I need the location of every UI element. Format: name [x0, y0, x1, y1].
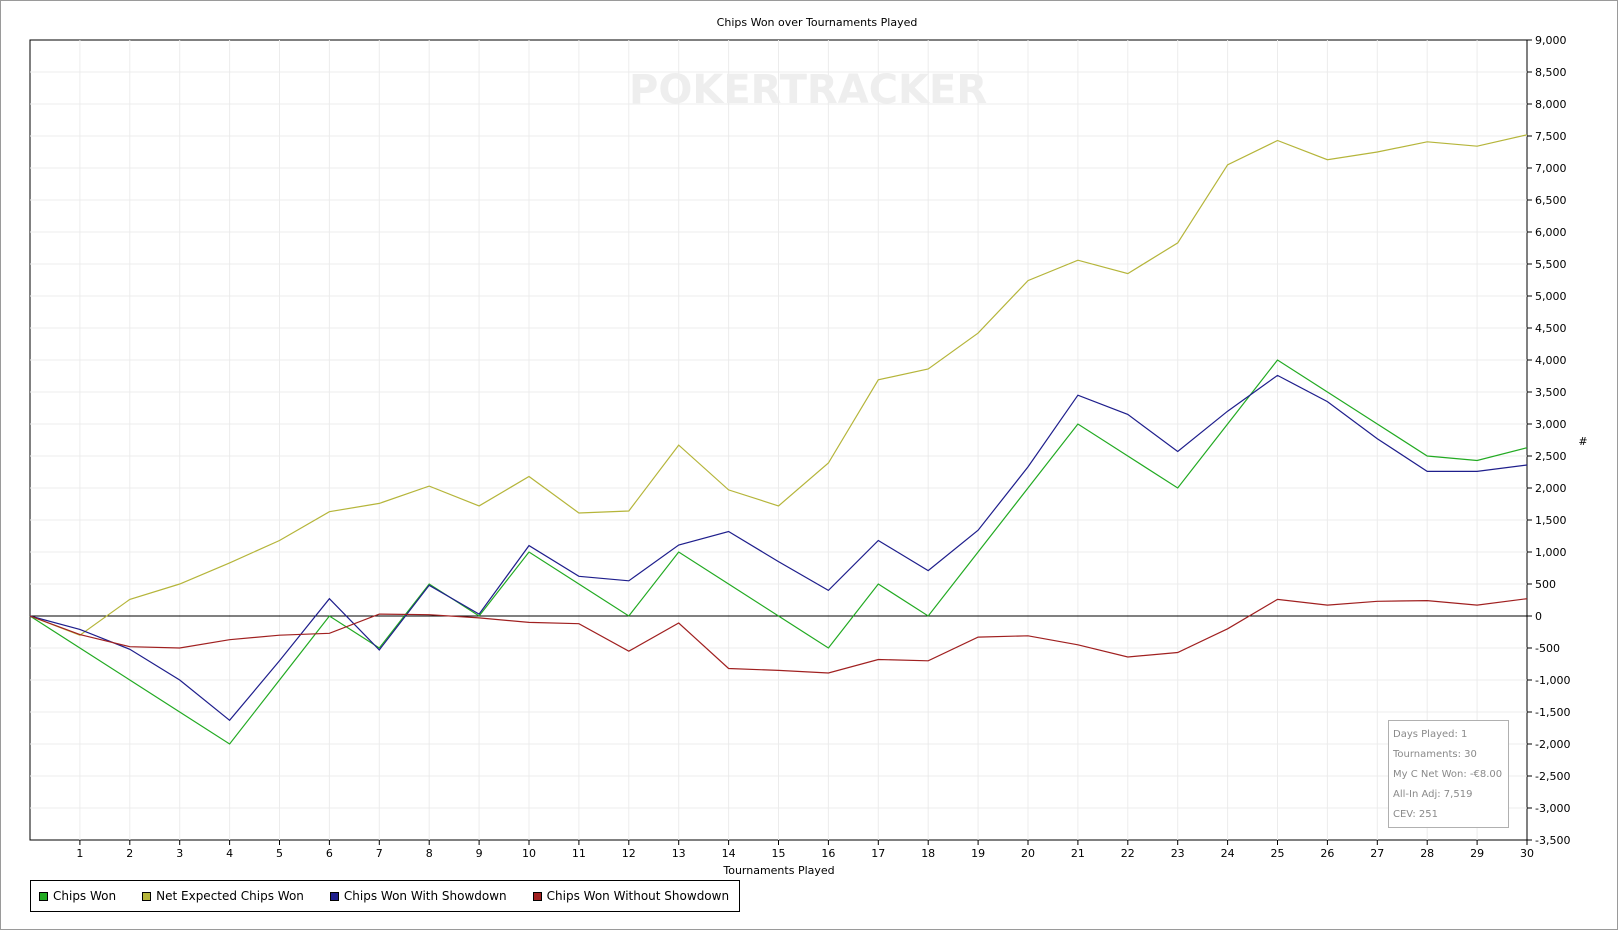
x-tick-label: 24	[1221, 847, 1235, 860]
x-axis-label: Tournaments Played	[722, 864, 834, 877]
x-tick-label: 4	[226, 847, 233, 860]
stat-all-in-adj: All-In Adj: 7,519	[1393, 789, 1473, 800]
x-tick-label: 10	[522, 847, 536, 860]
y-tick-label: 8,000	[1535, 98, 1567, 111]
x-tick-label: 28	[1420, 847, 1434, 860]
y-tick-label: -3,000	[1535, 802, 1570, 815]
x-tick-label: 2	[126, 847, 133, 860]
y-tick-label: 1,500	[1535, 514, 1567, 527]
stat-tournaments: Tournaments: 30	[1393, 749, 1477, 760]
legend-item-chips-won: Chips Won	[39, 889, 116, 903]
legend-item-with-showdown: Chips Won With Showdown	[329, 889, 507, 903]
x-tick-label: 30	[1520, 847, 1534, 860]
y-tick-label: 5,000	[1535, 290, 1567, 303]
x-tick-label: 12	[622, 847, 636, 860]
legend-label: Chips Won	[53, 889, 117, 903]
y-tick-label: 1,000	[1535, 546, 1567, 559]
x-tick-label: 14	[722, 847, 736, 860]
legend-label: Net Expected Chips Won	[156, 889, 304, 903]
y-tick-label: 8,500	[1535, 66, 1567, 79]
x-tick-label: 11	[572, 847, 586, 860]
x-tick-label: 16	[821, 847, 835, 860]
y-tick-label: -2,000	[1535, 738, 1570, 751]
y-tick-label: -2,500	[1535, 770, 1570, 783]
x-tick-label: 19	[971, 847, 985, 860]
legend-swatch-without-showdown	[532, 891, 542, 901]
legend-swatch-with-showdown	[329, 891, 339, 901]
x-tick-label: 13	[672, 847, 686, 860]
x-tick-label: 18	[921, 847, 935, 860]
y-tick-label: 2,500	[1535, 450, 1567, 463]
x-axis-ticks: 1 2 3 4 5 6 7 8 9 10 11 12 13 14 15 16 17 18 19 20 21 22 23 24 2…	[76, 840, 1534, 860]
y-tick-label: 7,500	[1535, 130, 1567, 143]
x-tick-label: 23	[1171, 847, 1185, 860]
series-line-with-showdown	[29, 374, 1528, 722]
y-tick-label: 500	[1535, 578, 1556, 591]
grid-lines	[30, 40, 1527, 840]
chart-title: Chips Won over Tournaments Played	[717, 16, 918, 29]
y-tick-label: 5,500	[1535, 258, 1567, 271]
pokertracker-watermark: POKERTRACKER	[629, 67, 987, 113]
y-tick-label: 2,000	[1535, 482, 1567, 495]
stat-net-won: My C Net Won: -€8.00	[1393, 769, 1503, 780]
y-tick-label: 6,000	[1535, 226, 1567, 239]
x-tick-label: 7	[376, 847, 383, 860]
x-tick-label: 8	[426, 847, 433, 860]
y-tick-label: 3,500	[1535, 386, 1567, 399]
y-tick-label: 9,000	[1535, 34, 1567, 47]
x-tick-label: 26	[1320, 847, 1334, 860]
legend-label: Chips Won With Showdown	[343, 889, 507, 903]
chart-legend: Chips Won Net Expected Chips Won Chips W…	[30, 880, 741, 912]
y-axis-label: #	[1578, 435, 1587, 448]
series-line-without-showdown	[29, 598, 1528, 674]
stat-days-played: Days Played: 1	[1393, 729, 1468, 740]
stats-box: Days Played: 1 Tournaments: 30 My C Net …	[1388, 720, 1509, 828]
x-tick-label: 9	[476, 847, 483, 860]
x-tick-label: 6	[326, 847, 333, 860]
legend-swatch-net-expected	[142, 891, 152, 901]
series-line-net-expected	[29, 134, 1528, 636]
y-tick-label: -500	[1535, 642, 1560, 655]
y-tick-label: 4,000	[1535, 354, 1567, 367]
y-tick-label: 4,500	[1535, 322, 1567, 335]
stat-cev: CEV: 251	[1393, 809, 1438, 820]
y-tick-label: 0	[1535, 610, 1542, 623]
x-tick-label: 20	[1021, 847, 1035, 860]
series-layer	[29, 134, 1528, 745]
x-tick-label: 22	[1121, 847, 1135, 860]
y-tick-label: 7,000	[1535, 162, 1567, 175]
legend-item-without-showdown: Chips Won Without Showdown	[532, 889, 730, 903]
y-tick-label: -3,500	[1535, 834, 1570, 847]
x-tick-label: 29	[1470, 847, 1484, 860]
y-tick-label: -1,000	[1535, 674, 1570, 687]
x-tick-label: 5	[276, 847, 283, 860]
legend-item-net-expected: Net Expected Chips Won	[142, 889, 304, 903]
y-tick-label: 6,500	[1535, 194, 1567, 207]
x-tick-label: 17	[871, 847, 885, 860]
x-tick-label: 21	[1071, 847, 1085, 860]
legend-swatch-chips-won	[39, 891, 48, 901]
x-tick-label: 25	[1271, 847, 1285, 860]
legend-label: Chips Won Without Showdown	[546, 889, 730, 903]
x-tick-label: 1	[76, 847, 83, 860]
x-tick-label: 3	[176, 847, 183, 860]
y-tick-label: 3,000	[1535, 418, 1567, 431]
x-tick-label: 27	[1370, 847, 1384, 860]
series-line-chips-won	[29, 359, 1528, 745]
y-axis-ticks: 9,000 8,500 8,000 7,500 7,000 6,500 6,000 5,500…	[1527, 34, 1570, 847]
y-tick-label: -1,500	[1535, 706, 1570, 719]
x-tick-label: 15	[772, 847, 786, 860]
